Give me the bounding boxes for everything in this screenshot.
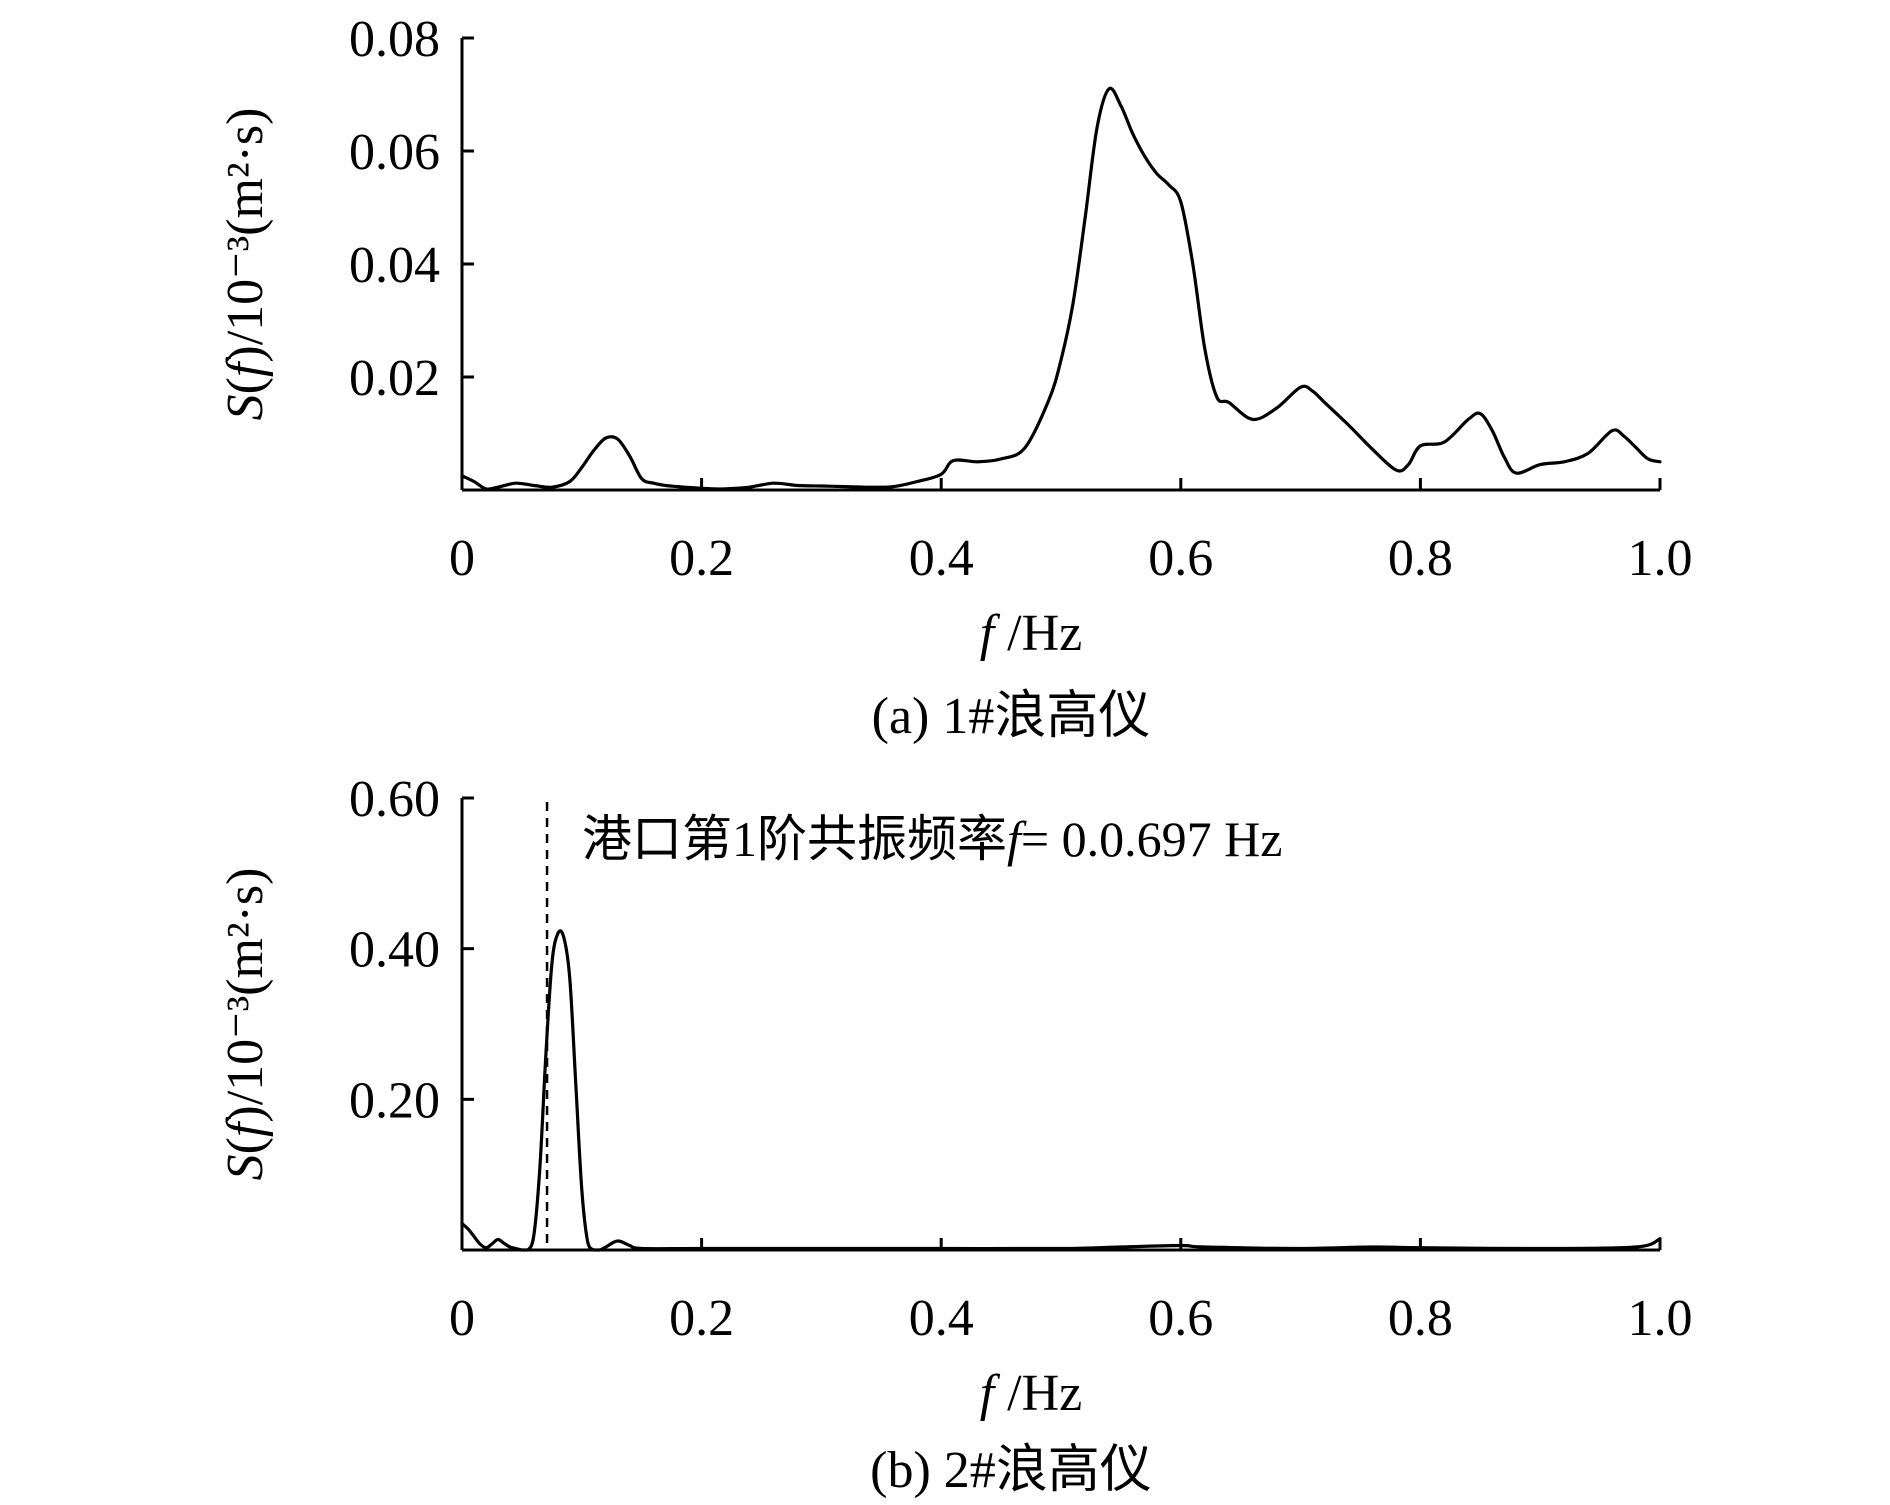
x-axis-title-unit: /Hz: [994, 1365, 1082, 1422]
y-axis-title: S(f)/10⁻³(m²·s): [217, 868, 274, 1181]
x-tick-label: 0.4: [909, 530, 974, 587]
y-tick-label: 0.20: [349, 1072, 440, 1129]
y-tick-label: 0.40: [349, 922, 440, 979]
y-axis-title-part: S: [217, 394, 274, 420]
resonance-annotation: 港口第1阶共振频率f= 0.0.697 Hz: [582, 811, 1282, 867]
annotation-value: = 0.0.697 Hz: [1021, 811, 1283, 867]
y-axis-ticks: 0.02 0.04 0.06 0.08: [349, 11, 474, 407]
y-tick-label: 0.02: [349, 350, 440, 407]
y-axis-title-part: S: [217, 1154, 274, 1180]
x-tick-label: 0.2: [669, 530, 734, 587]
chart-caption-b: (b) 2#浪高仪: [870, 1442, 1152, 1499]
x-tick-label: 0: [449, 1290, 475, 1347]
x-axis-ticks: 0 0.2 0.4 0.6 0.8 1.0: [449, 1238, 1693, 1347]
spectrum-line-b: [460, 929, 1662, 1252]
y-tick-label: 0.06: [349, 124, 440, 181]
x-tick-label: 0.8: [1388, 1290, 1453, 1347]
x-tick-label: 0.6: [1148, 530, 1213, 587]
y-axis-title-part: (: [217, 1137, 274, 1154]
x-axis-title: f /Hz: [980, 605, 1083, 662]
y-axis-title-part: )/10⁻³(m²·s): [217, 108, 274, 363]
annotation-prefix: 港口第1阶共振频率: [582, 811, 1007, 867]
y-axis-title-part: (: [217, 377, 274, 394]
x-tick-label: 1.0: [1628, 530, 1693, 587]
x-tick-label: 0.6: [1148, 1290, 1213, 1347]
chart-panel-a: 0 0.2 0.4 0.6 0.8 1.0 0.020.040.060.08 f /Hz …: [217, 11, 1693, 745]
x-tick-label: 1.0: [1628, 1290, 1693, 1347]
spectrum-line-a: [460, 86, 1662, 491]
chart-panel-b: 0 0.2 0.4 0.6 0.8 1.0 0.200.400.60 港口第1阶共振频率f…: [217, 771, 1693, 1499]
x-axis-ticks: 0 0.2 0.4 0.6 0.8 1.0: [449, 478, 1693, 587]
y-tick-label: 0.08: [349, 11, 440, 68]
y-tick-label: 0.60: [349, 771, 440, 828]
x-tick-label: 0.8: [1388, 530, 1453, 587]
y-axis-ticks: 0.20 0.40 0.60: [349, 771, 474, 1129]
x-tick-label: 0.2: [669, 1290, 734, 1347]
chart-caption-a: (a) 1#浪高仪: [872, 688, 1151, 745]
x-tick-label: 0: [449, 530, 475, 587]
x-tick-label: 0.4: [909, 1290, 974, 1347]
x-axis-title-unit: /Hz: [994, 605, 1082, 662]
y-axis-title-part: )/10⁻³(m²·s): [217, 868, 274, 1123]
y-axis-title: S(f)/10⁻³(m²·s): [217, 108, 274, 421]
x-axis-title: f /Hz: [980, 1365, 1083, 1422]
y-tick-label: 0.04: [349, 237, 440, 294]
